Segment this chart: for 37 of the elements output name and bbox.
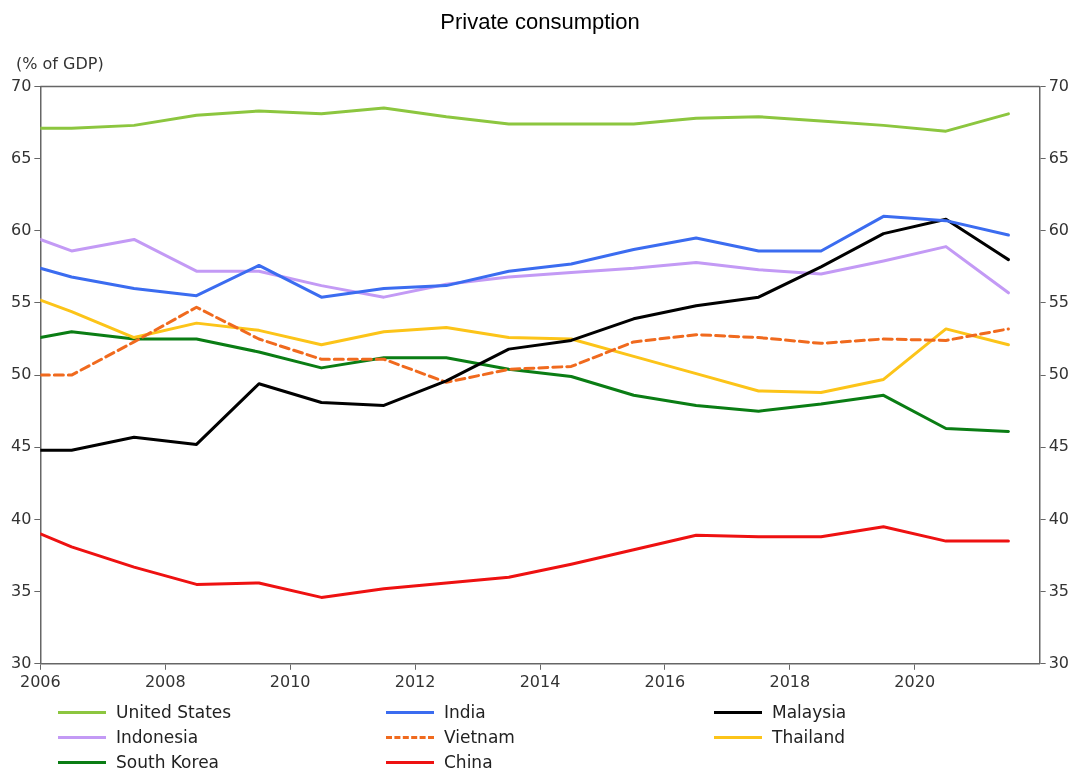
y-axis-title: (% of GDP) — [16, 53, 104, 73]
legend-label: Indonesia — [116, 727, 199, 747]
y2-tick-label: 55 — [1048, 292, 1069, 312]
y2-tick-label: 40 — [1048, 508, 1069, 528]
y-tick-label: 50 — [11, 364, 32, 384]
line-series — [40, 305, 1010, 384]
y2-tick-label: 70 — [1048, 75, 1069, 95]
legend-label: India — [444, 702, 486, 722]
x-tick-label: 2020 — [894, 671, 936, 691]
y-tick-label: 35 — [11, 580, 32, 600]
legend-label: Vietnam — [444, 727, 515, 747]
x-tick-label: 2016 — [644, 671, 686, 691]
legend-label: Thailand — [772, 727, 846, 747]
y2-tick-label: 45 — [1048, 436, 1069, 456]
y2-tick-label: 50 — [1048, 364, 1069, 384]
legend-label: Malaysia — [772, 702, 847, 722]
y-tick-label: 70 — [11, 75, 32, 95]
y2-tick-label: 35 — [1048, 580, 1069, 600]
x-tick-label: 2018 — [769, 671, 811, 691]
legend-label: South Korea — [116, 752, 220, 772]
legend-label: China — [444, 752, 493, 772]
y-tick-label: 40 — [11, 508, 32, 528]
y2-tick-label: 60 — [1048, 219, 1069, 239]
chart-title: Private consumption — [440, 9, 640, 35]
y-tick-label: 55 — [11, 292, 32, 312]
y-tick-label: 65 — [11, 147, 32, 167]
y-tick-label: 60 — [11, 219, 32, 239]
y-tick-label: 45 — [11, 436, 32, 456]
x-tick-label: 2012 — [394, 671, 436, 691]
x-tick-label: 2014 — [519, 671, 561, 691]
y2-tick-label: 65 — [1048, 147, 1069, 167]
x-tick-label: 2006 — [20, 671, 61, 691]
legend-label: United States — [116, 702, 232, 722]
y2-tick-label: 30 — [1048, 652, 1069, 672]
x-tick-label: 2008 — [144, 671, 186, 691]
y-tick-label: 30 — [11, 652, 32, 672]
x-tick-label: 2010 — [269, 671, 311, 691]
